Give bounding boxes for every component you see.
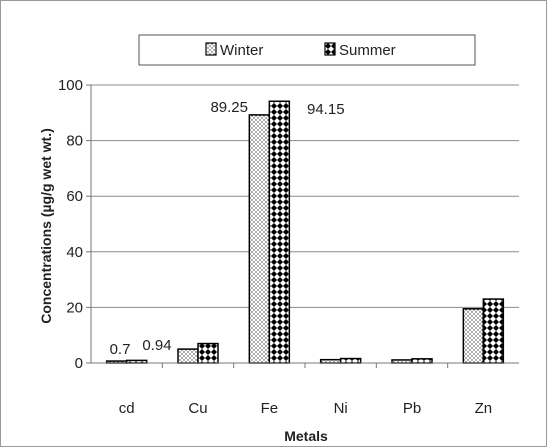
data-label: 89.25 bbox=[210, 99, 248, 116]
x-tick-label: Pb bbox=[403, 400, 421, 417]
data-labels: 0.7 0.94 89.25 94.15 bbox=[110, 99, 345, 358]
bar-summer-pb bbox=[411, 358, 433, 364]
bar-summer-fe bbox=[268, 100, 291, 364]
data-label: 0.94 bbox=[142, 337, 171, 354]
legend-box bbox=[138, 34, 476, 66]
axes: 0 20 40 60 80 100 cd Cu Fe Ni Pb Zn bbox=[58, 77, 519, 417]
gridlines bbox=[91, 84, 519, 308]
legend-swatch-summer bbox=[324, 42, 336, 56]
bar-summer-ni bbox=[339, 357, 362, 364]
y-tick-label: 0 bbox=[75, 355, 83, 372]
data-label: 0.7 bbox=[110, 341, 131, 358]
bar-summer-cu bbox=[197, 342, 219, 364]
bar-winter-cu bbox=[177, 348, 199, 364]
x-tick-label: Fe bbox=[261, 400, 279, 417]
bars bbox=[105, 100, 505, 364]
bar-winter-zn bbox=[462, 308, 485, 364]
y-tick-label: 60 bbox=[66, 188, 83, 205]
x-tick-label: Ni bbox=[334, 400, 348, 417]
y-tick-label: 20 bbox=[66, 299, 83, 316]
y-tick-label: 100 bbox=[58, 77, 83, 94]
bar-winter-fe bbox=[248, 114, 271, 364]
bar-winter-ni bbox=[319, 358, 342, 364]
x-tick-label: cd bbox=[119, 400, 135, 417]
y-tick-label: 80 bbox=[66, 133, 83, 150]
legend-label-summer: Summer bbox=[339, 42, 396, 59]
legend-swatch-winter bbox=[205, 42, 217, 56]
data-label: 94.15 bbox=[307, 101, 345, 118]
x-axis-title: Metals bbox=[284, 428, 328, 444]
x-tick-label: Cu bbox=[188, 400, 207, 417]
bar-summer-zn bbox=[482, 298, 505, 364]
y-tick-label: 40 bbox=[66, 244, 83, 261]
legend-label-winter: Winter bbox=[220, 42, 263, 59]
y-axis-title: Concentrations (µg/g wet wt.) bbox=[38, 128, 54, 324]
legend: Winter Summer bbox=[138, 34, 476, 66]
x-tick-label: Zn bbox=[475, 400, 493, 417]
